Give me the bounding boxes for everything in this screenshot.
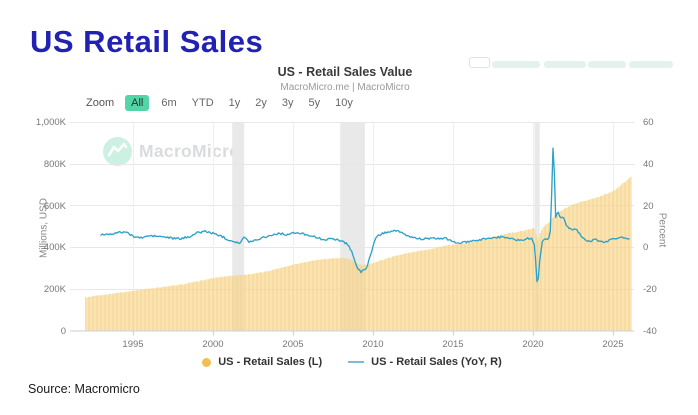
- toolbar-chip-3[interactable]: [588, 61, 626, 68]
- zoom-button-5y[interactable]: 5y: [308, 97, 321, 109]
- zoom-button-2y[interactable]: 2y: [255, 97, 267, 109]
- x-tick-1995: 1995: [122, 339, 144, 350]
- x-tick-2020: 2020: [522, 339, 544, 350]
- legend-item-retail-sales[interactable]: US - Retail Sales (L): [202, 356, 322, 368]
- legend-item-retail-sales-yoy[interactable]: US - Retail Sales (YoY, R): [348, 356, 502, 368]
- chart-title: US - Retail Sales Value: [277, 65, 413, 79]
- legend-line-marker-icon: [348, 360, 365, 364]
- zoom-controls: Zoom All 6m YTD 1y 2y 3y 5y 10y: [86, 95, 356, 111]
- left-tick-800k: 800K: [43, 158, 66, 170]
- x-tick-2005: 2005: [282, 339, 304, 350]
- zoom-button-10y[interactable]: 10y: [335, 97, 353, 109]
- chart-subtitle: MacroMicro.me | MacroMicro: [280, 82, 410, 93]
- zoom-label: Zoom: [86, 97, 115, 109]
- zoom-button-1y[interactable]: 1y: [228, 97, 241, 109]
- left-tick-400k: 400K: [43, 242, 66, 253]
- right-tick-neg20: -20: [643, 283, 657, 295]
- legend-label-retail-sales: US - Retail Sales (L): [218, 356, 323, 368]
- toolbar-chip-4[interactable]: [629, 61, 673, 68]
- left-tick-1000k: 1,000K: [35, 117, 66, 128]
- zoom-button-all[interactable]: All: [125, 95, 150, 111]
- legend-circle-marker-icon: [202, 357, 212, 367]
- x-tick-2025: 2025: [602, 339, 624, 350]
- source-note: Source: Macromicro: [28, 382, 140, 396]
- toolbar-chip-outline[interactable]: [469, 57, 490, 68]
- right-tick-40: 40: [643, 158, 654, 170]
- chart-canvas[interactable]: [70, 121, 634, 338]
- right-tick-20: 20: [643, 200, 654, 212]
- right-tick-neg40: -40: [643, 325, 657, 337]
- legend-label-retail-sales-yoy: US - Retail Sales (YoY, R): [371, 356, 502, 368]
- left-tick-0: 0: [60, 325, 66, 337]
- zoom-button-6m[interactable]: 6m: [161, 97, 177, 109]
- toolbar-chip-2[interactable]: [544, 61, 586, 68]
- legend: US - Retail Sales (L) US - Retail Sales …: [70, 356, 634, 368]
- x-tick-2015: 2015: [442, 339, 464, 350]
- left-tick-600k: 600K: [43, 200, 66, 212]
- toolbar-chip-1[interactable]: [492, 61, 540, 68]
- zoom-button-3y[interactable]: 3y: [281, 97, 294, 109]
- left-tick-200k: 200K: [43, 283, 66, 295]
- right-tick-0: 0: [643, 242, 649, 253]
- zoom-button-ytd[interactable]: YTD: [191, 97, 214, 109]
- x-tick-2000: 2000: [202, 339, 224, 350]
- right-tick-60: 60: [643, 117, 654, 128]
- x-tick-2010: 2010: [362, 339, 384, 350]
- page-title: US Retail Sales: [30, 24, 264, 59]
